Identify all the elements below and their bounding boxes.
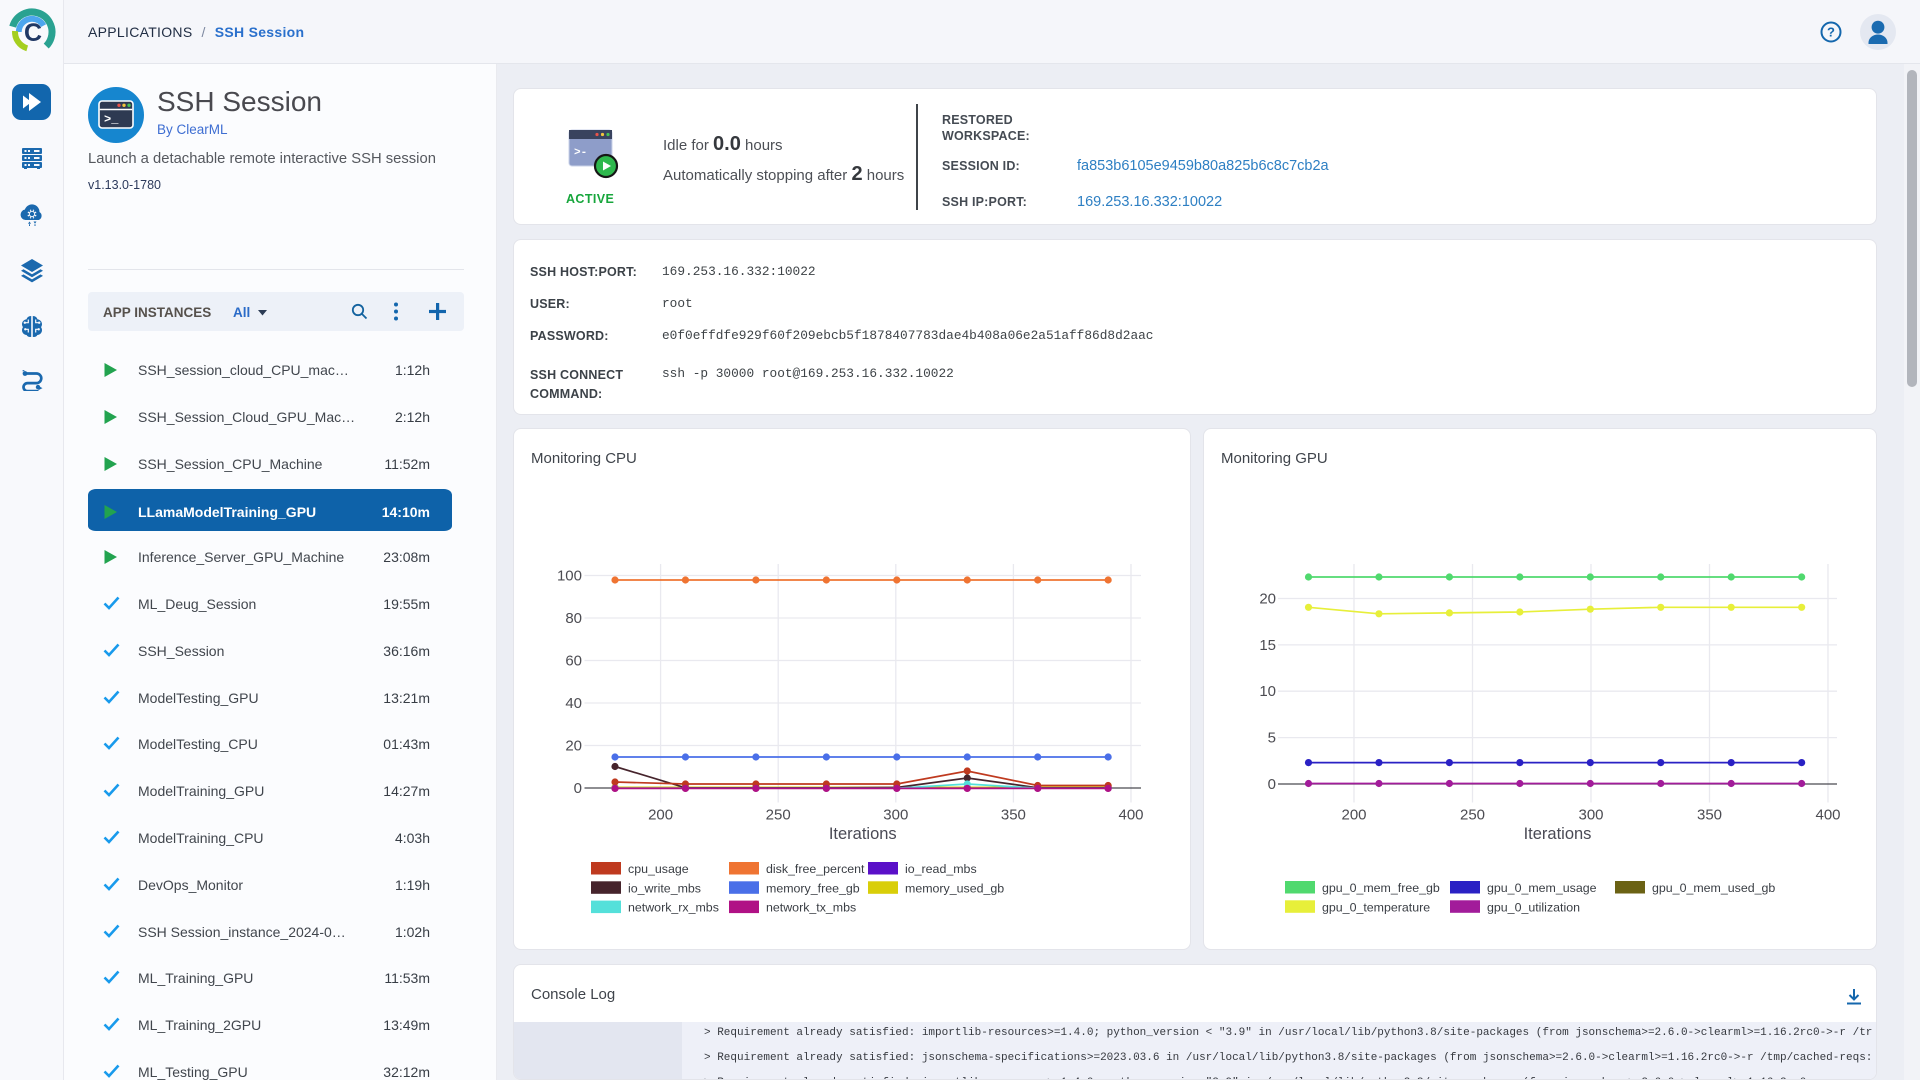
svg-text:400: 400 <box>1815 807 1840 824</box>
svg-text:Iterations: Iterations <box>1524 825 1592 843</box>
svg-text:Iterations: Iterations <box>829 825 897 843</box>
svg-text:200: 200 <box>648 807 673 824</box>
svg-text:disk_free_percent: disk_free_percent <box>766 862 865 876</box>
svg-text:200: 200 <box>1341 807 1366 824</box>
svg-text:network_tx_mbs: network_tx_mbs <box>766 901 856 915</box>
svg-text:io_read_mbs: io_read_mbs <box>905 862 977 876</box>
svg-text:gpu_0_mem_used_gb: gpu_0_mem_used_gb <box>1652 881 1775 895</box>
svg-text:20: 20 <box>1259 591 1276 608</box>
svg-text:40: 40 <box>565 695 582 712</box>
svg-text:250: 250 <box>1460 807 1485 824</box>
svg-text:20: 20 <box>565 738 582 755</box>
svg-text:300: 300 <box>883 807 908 824</box>
svg-text:C: C <box>24 19 42 47</box>
svg-text:memory_used_gb: memory_used_gb <box>905 881 1004 895</box>
svg-text:15: 15 <box>1259 637 1276 654</box>
svg-text:>_: >_ <box>104 113 119 127</box>
svg-text:0: 0 <box>1268 776 1276 793</box>
svg-text:?: ? <box>1827 25 1835 40</box>
svg-text:cpu_usage: cpu_usage <box>628 862 689 876</box>
svg-text:network_rx_mbs: network_rx_mbs <box>628 901 719 915</box>
svg-text:0: 0 <box>574 780 582 797</box>
svg-text:5: 5 <box>1268 730 1276 747</box>
svg-text:>-: >- <box>574 147 587 159</box>
svg-text:gpu_0_mem_free_gb: gpu_0_mem_free_gb <box>1322 881 1440 895</box>
svg-text:400: 400 <box>1118 807 1143 824</box>
svg-text:350: 350 <box>1697 807 1722 824</box>
svg-text:100: 100 <box>557 568 582 585</box>
svg-text:gpu_0_mem_usage: gpu_0_mem_usage <box>1487 881 1597 895</box>
svg-text:350: 350 <box>1001 807 1026 824</box>
svg-text:80: 80 <box>565 610 582 627</box>
svg-text:250: 250 <box>766 807 791 824</box>
svg-text:gpu_0_utilization: gpu_0_utilization <box>1487 900 1580 914</box>
svg-text:io_write_mbs: io_write_mbs <box>628 881 701 895</box>
svg-text:60: 60 <box>565 653 582 670</box>
svg-text:memory_free_gb: memory_free_gb <box>766 881 860 895</box>
svg-text:gpu_0_temperature: gpu_0_temperature <box>1322 900 1430 914</box>
svg-text:300: 300 <box>1578 807 1603 824</box>
svg-text:10: 10 <box>1259 683 1276 700</box>
